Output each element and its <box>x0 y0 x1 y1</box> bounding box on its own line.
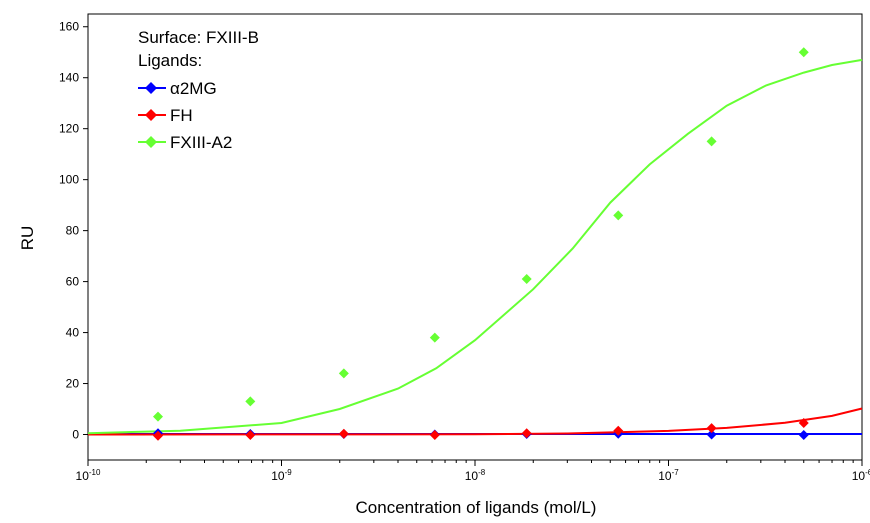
data-point-FXIII-A2 <box>521 274 532 285</box>
x-tick-exponent: -9 <box>285 468 293 477</box>
data-point-FH <box>706 423 717 434</box>
legend-marker <box>145 136 157 148</box>
data-point-FXIII-A2 <box>245 396 256 407</box>
x-tick-base: 10 <box>852 469 866 483</box>
legend-label: α2MG <box>170 79 217 98</box>
data-point-FH <box>245 430 256 441</box>
x-tick-label: 10-9 <box>271 468 292 483</box>
y-tick-label: 20 <box>66 377 80 391</box>
x-tick-exponent: -7 <box>672 468 680 477</box>
legend-header: Surface: FXIII-B <box>138 28 259 47</box>
x-tick-exponent: -10 <box>89 468 101 477</box>
legend-label: FH <box>170 106 193 125</box>
legend-marker <box>145 109 157 121</box>
x-tick-base: 10 <box>658 469 672 483</box>
data-point-FXIII-A2 <box>338 368 349 379</box>
legend: Surface: FXIII-B Ligands: α2MG FH FXIII-A2 <box>138 28 259 152</box>
data-point-FXIII-A2 <box>706 136 717 147</box>
x-tick-exponent: -8 <box>478 468 486 477</box>
legend-marker <box>145 82 157 94</box>
data-point-α2MG <box>798 430 809 441</box>
x-tick-base: 10 <box>271 469 285 483</box>
data-points <box>152 47 809 441</box>
y-tick-label: 80 <box>66 224 80 238</box>
data-point-FXIII-A2 <box>613 210 624 221</box>
data-point-FXIII-A2 <box>429 332 440 343</box>
x-tick-label: 10-7 <box>658 468 679 483</box>
data-point-FH <box>429 430 440 441</box>
data-point-α2MG <box>706 429 717 440</box>
data-point-FXIII-A2 <box>798 47 809 58</box>
y-tick-label: 140 <box>59 71 79 85</box>
fit-line-FXIII-A2 <box>87 58 863 435</box>
y-axis-title: RU <box>18 226 37 251</box>
fit-curves <box>87 58 863 436</box>
legend-label: FXIII-A2 <box>170 133 232 152</box>
x-axis-title: Concentration of ligands (mol/L) <box>356 498 597 517</box>
x-tick-label: 10-10 <box>76 468 101 483</box>
y-tick-label: 0 <box>72 428 79 442</box>
data-point-FH <box>338 428 349 439</box>
data-point-FH <box>521 428 532 439</box>
y-tick-label: 60 <box>66 275 80 289</box>
legend-header: Ligands: <box>138 51 202 70</box>
x-tick-label: 10-8 <box>465 468 486 483</box>
data-point-FH <box>798 418 809 429</box>
x-tick-base: 10 <box>76 469 90 483</box>
x-tick-exponent: -6 <box>865 468 870 477</box>
y-tick-label: 160 <box>59 20 79 34</box>
x-tick-label: 10-6 <box>852 468 870 483</box>
fit-line-FH <box>87 407 863 436</box>
y-tick-label: 100 <box>59 173 79 187</box>
x-tick-base: 10 <box>465 469 479 483</box>
y-tick-label: 40 <box>66 326 80 340</box>
data-point-FXIII-A2 <box>152 411 163 422</box>
data-point-FH <box>613 425 624 436</box>
y-tick-label: 120 <box>59 122 79 136</box>
data-point-FH <box>152 430 163 441</box>
